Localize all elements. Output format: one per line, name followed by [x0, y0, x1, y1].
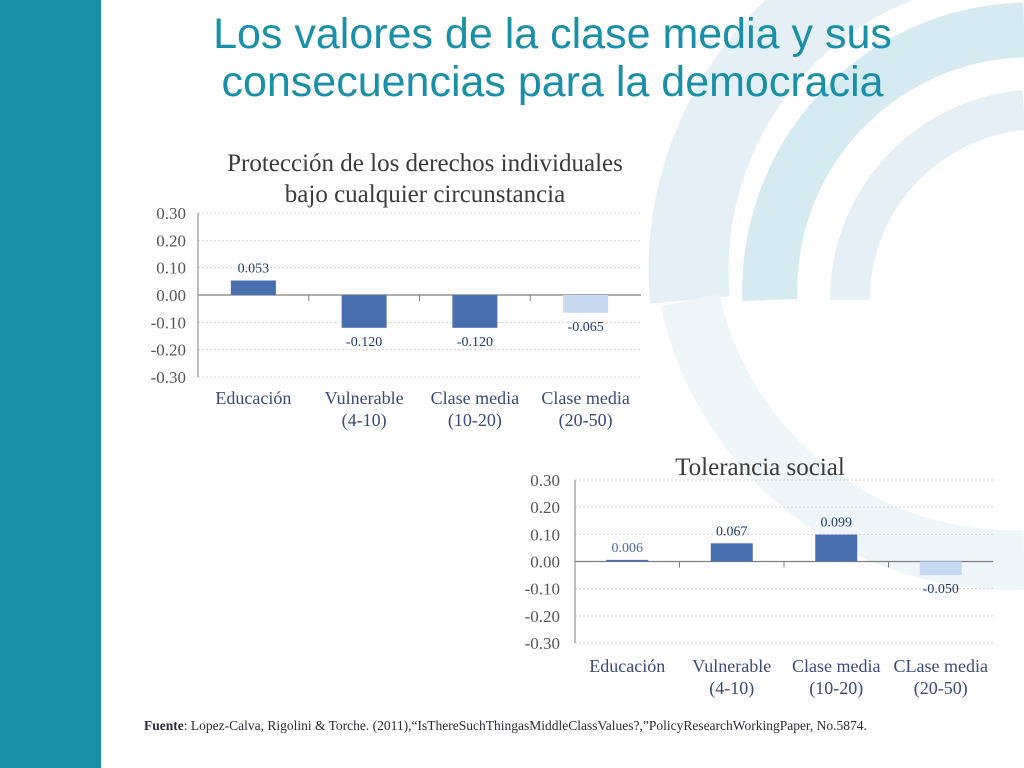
chart2-bar	[710, 543, 753, 562]
chart2-y-tick-label: 0.10	[530, 525, 560, 544]
chart1-y-tick-label: -0.30	[151, 368, 186, 387]
chart2-category-label: (4-10)	[709, 678, 754, 699]
chart2-category-label: (20-50)	[914, 678, 968, 699]
source-note: Fuente: Lopez-Calva, Rigolini & Torche. …	[144, 718, 1014, 734]
chart1-y-tick-label: 0.00	[156, 286, 186, 305]
source-label: Fuente	[144, 718, 184, 733]
chart1-bar	[230, 280, 276, 295]
chart1-title-line2: bajo cualquier circunstancia	[284, 181, 566, 208]
chart1-y-tick-label: 0.10	[156, 259, 186, 278]
chart1-y-tick-label: -0.20	[151, 341, 186, 360]
slide-title: Los valores de la clase media y sus cons…	[101, 10, 1004, 106]
chart2-category-label: Vulnerable	[692, 656, 771, 676]
chart1-category-label: Clase media	[541, 388, 629, 408]
chart2-title: Tolerancia social	[620, 452, 900, 483]
chart1-category-label: (4-10)	[342, 410, 387, 431]
sidebar-band	[0, 0, 101, 768]
chart2-data-label: 0.006	[612, 541, 644, 556]
chart2-bar	[606, 559, 649, 562]
chart2-y-tick-label: -0.20	[525, 607, 560, 626]
chart2-category-label: Clase media	[792, 656, 880, 676]
slide-title-line1: Los valores de la clase media y sus	[213, 10, 892, 58]
chart1-title-line1: Protección de los derechos individuales	[227, 150, 623, 177]
source-text: : Lopez-Calva, Rigolini & Torche. (2011)…	[183, 718, 867, 733]
chart2-y-tick-label: 0.00	[530, 553, 560, 572]
chart2-data-label: 0.099	[821, 516, 853, 531]
chart1-title: Protección de los derechos individuales …	[180, 148, 670, 210]
chart2-y-tick-label: -0.30	[525, 634, 560, 653]
chart2-y-tick-label: -0.10	[525, 580, 560, 599]
chart1-category-label: Vulnerable	[325, 388, 404, 408]
chart1-category-label: (20-50)	[559, 410, 613, 431]
chart1-data-label: -0.065	[568, 320, 604, 335]
chart2-category-label: (10-20)	[809, 678, 863, 699]
chart1-data-label: -0.120	[457, 335, 493, 350]
slide-title-line2: consecuencias para la democracia	[221, 58, 884, 106]
chart2-bar	[919, 561, 962, 576]
chart2-data-label: -0.050	[923, 582, 959, 597]
chart1-y-tick-label: 0.20	[156, 231, 186, 250]
chart1-data-label: -0.120	[346, 335, 382, 350]
chart1-bar	[341, 295, 387, 328]
chart1-bar	[563, 295, 609, 313]
chart1-bar	[452, 295, 498, 328]
chart2-category-label: Educación	[589, 656, 665, 676]
chart1-y-tick-label: 0.30	[156, 204, 186, 223]
chart2-bar	[815, 534, 858, 562]
chart2-y-tick-label: 0.20	[530, 498, 560, 517]
chart1-category-label: Clase media	[431, 388, 519, 408]
chart2-y-tick-label: 0.30	[530, 471, 560, 490]
chart1-category-label: (10-20)	[448, 410, 502, 431]
chart1-y-tick-label: -0.10	[151, 313, 186, 332]
chart1-category-label: Educación	[215, 388, 291, 408]
chart1-data-label: 0.053	[238, 262, 270, 277]
chart2-title-line1: Tolerancia social	[675, 454, 845, 481]
chart2-category-label: CLase media	[894, 656, 988, 676]
chart2-data-label: 0.067	[716, 524, 748, 539]
